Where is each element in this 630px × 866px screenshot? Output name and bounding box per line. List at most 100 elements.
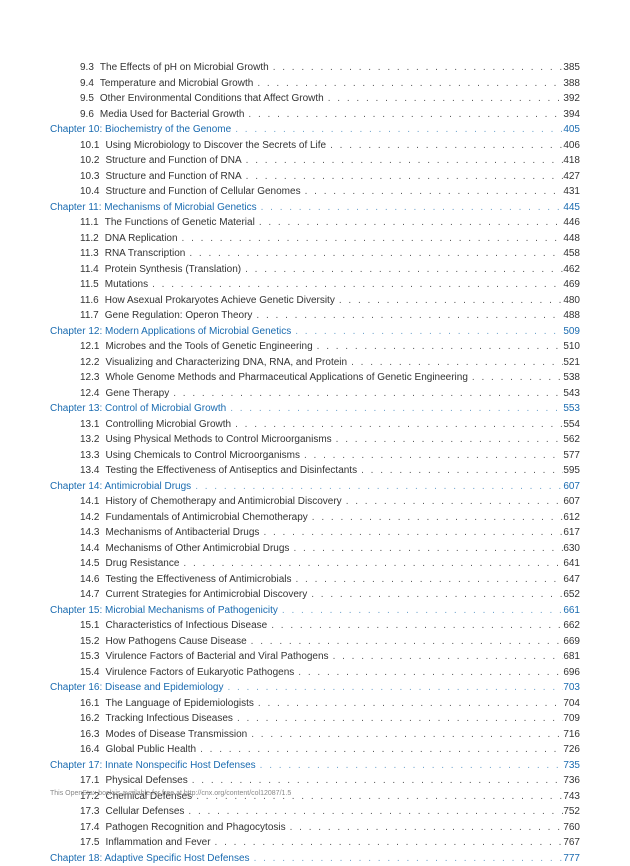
toc-leader-dots	[267, 618, 563, 634]
toc-page-number: 480	[563, 293, 580, 309]
toc-leader-dots	[257, 200, 564, 216]
toc-leader-dots	[289, 541, 563, 557]
toc-leader-dots	[241, 262, 563, 278]
toc-section-number: 12.3	[80, 370, 99, 386]
toc-section-number: 14.2	[80, 510, 99, 526]
toc-section-number: 14.4	[80, 541, 99, 557]
toc-chapter-row[interactable]: Chapter 10: Biochemistry of the Genome 40…	[50, 122, 580, 138]
toc-leader-dots	[179, 556, 563, 572]
toc-label: 16.4Global Public Health	[80, 742, 196, 758]
toc-title: Using Physical Methods to Control Microo…	[105, 434, 331, 445]
toc-label: 15.2How Pathogens Cause Disease	[80, 634, 247, 650]
toc-leader-dots	[196, 742, 563, 758]
toc-section-number: 10.1	[80, 138, 99, 154]
toc-title: Pathogen Recognition and Phagocytosis	[105, 822, 285, 833]
toc-chapter-row[interactable]: Chapter 17: Innate Nonspecific Host Defe…	[50, 758, 580, 774]
toc-label: 14.4Mechanisms of Other Antimicrobial Dr…	[80, 541, 289, 557]
toc-label: 14.5Drug Resistance	[80, 556, 179, 572]
toc-page-number: 703	[563, 680, 580, 696]
toc-page-number: 388	[563, 76, 580, 92]
toc-section-number: 9.6	[80, 107, 94, 123]
toc-section-row: 16.1The Language of Epidemiologists704	[50, 696, 580, 712]
toc-section-number: 10.3	[80, 169, 99, 185]
toc-title: Visualizing and Characterizing DNA, RNA,…	[105, 357, 347, 368]
toc-title: Chapter 14: Antimicrobial Drugs	[50, 481, 191, 492]
toc-page-number: 704	[563, 696, 580, 712]
toc-section-number: 13.4	[80, 463, 99, 479]
toc-label: 14.3Mechanisms of Antibacterial Drugs	[80, 525, 259, 541]
toc-chapter-row[interactable]: Chapter 13: Control of Microbial Growth5…	[50, 401, 580, 417]
toc-page-number: 696	[563, 665, 580, 681]
toc-section-number: 12.2	[80, 355, 99, 371]
toc-leader-dots	[291, 324, 563, 340]
toc-title: Structure and Function of RNA	[105, 171, 241, 182]
toc-section-number: 14.6	[80, 572, 99, 588]
toc-leader-dots	[468, 370, 563, 386]
toc-title: Chapter 15: Microbial Mechanisms of Path…	[50, 605, 278, 616]
toc-leader-dots	[148, 277, 563, 293]
toc-title: Testing the Effectiveness of Antimicrobi…	[105, 574, 291, 585]
toc-label: 17.4 Pathogen Recognition and Phagocytosi…	[80, 820, 286, 836]
toc-section-number: 17.1	[80, 773, 99, 789]
toc-label: 9.6 Media Used for Bacterial Growth	[80, 107, 244, 123]
toc-section-number: 15.4	[80, 665, 99, 681]
toc-title: Inflammation and Fever	[105, 837, 210, 848]
toc-label: Chapter 14: Antimicrobial Drugs	[50, 479, 191, 495]
toc-section-number: 17.4	[80, 820, 99, 836]
toc-page-number: 669	[563, 634, 580, 650]
toc-leader-dots	[332, 432, 564, 448]
toc-chapter-row[interactable]: Chapter 12: Modern Applications of Micro…	[50, 324, 580, 340]
toc-title: Testing the Effectiveness of Antiseptics…	[105, 465, 357, 476]
toc-leader-dots	[184, 804, 563, 820]
toc-page-number: 752	[563, 804, 580, 820]
toc-title: History of Chemotherapy and Antimicrobia…	[105, 496, 341, 507]
toc-section-row: 15.2How Pathogens Cause Disease 669	[50, 634, 580, 650]
toc-page-number: 521	[563, 355, 580, 371]
toc-title: Media Used for Bacterial Growth	[100, 109, 245, 120]
toc-section-number: 10.2	[80, 153, 99, 169]
toc-page-number: 662	[563, 618, 580, 634]
toc-leader-dots	[211, 835, 564, 851]
toc-page-number: 595	[563, 463, 580, 479]
toc-leader-dots	[294, 665, 563, 681]
toc-section-number: 14.7	[80, 587, 99, 603]
toc-leader-dots	[308, 510, 564, 526]
toc-label: Chapter 18: Adaptive Specific Host Defen…	[50, 851, 250, 866]
toc-section-row: 11.3RNA Transcription458	[50, 246, 580, 262]
toc-chapter-row[interactable]: Chapter 15: Microbial Mechanisms of Path…	[50, 603, 580, 619]
toc-chapter-row[interactable]: Chapter 14: Antimicrobial Drugs 607	[50, 479, 580, 495]
toc-label: Chapter 17: Innate Nonspecific Host Defe…	[50, 758, 256, 774]
toc-page-number: 767	[563, 835, 580, 851]
toc-section-row: 9.4Temperature and Microbial Growth388	[50, 76, 580, 92]
toc-section-number: 13.3	[80, 448, 99, 464]
toc-label: Chapter 15: Microbial Mechanisms of Path…	[50, 603, 278, 619]
toc-title: Fundamentals of Antimicrobial Chemothera…	[105, 512, 307, 523]
toc-chapter-row[interactable]: Chapter 16: Disease and Epidemiology703	[50, 680, 580, 696]
toc-page-number: 394	[563, 107, 580, 123]
toc-chapter-row[interactable]: Chapter 18: Adaptive Specific Host Defen…	[50, 851, 580, 866]
toc-title: Using Microbiology to Discover the Secre…	[105, 140, 326, 151]
toc-leader-dots	[326, 138, 563, 154]
toc-chapter-row[interactable]: Chapter 11: Mechanisms of Microbial Gene…	[50, 200, 580, 216]
toc-section-number: 17.3	[80, 804, 99, 820]
toc-leader-dots	[233, 711, 563, 727]
toc-section-row: 11.5Mutations469	[50, 277, 580, 293]
toc-page-number: 617	[563, 525, 580, 541]
toc-page-number: 607	[563, 479, 580, 495]
toc-page-number: 543	[563, 386, 580, 402]
toc-leader-dots	[292, 572, 564, 588]
toc-label: Chapter 13: Control of Microbial Growth	[50, 401, 226, 417]
toc-leader-dots	[185, 246, 563, 262]
toc-page-number: 562	[563, 432, 580, 448]
toc-section-row: 10.2Structure and Function of DNA418	[50, 153, 580, 169]
toc-label: 17.1Physical Defenses	[80, 773, 188, 789]
toc-page-number: 538	[563, 370, 580, 386]
toc-section-row: 13.1Controlling Microbial Growth554	[50, 417, 580, 433]
toc-page-number: 405	[563, 122, 580, 138]
toc-title: Characteristics of Infectious Disease	[105, 620, 267, 631]
toc-title: The Effects of pH on Microbial Growth	[100, 62, 269, 73]
toc-page-number: 446	[563, 215, 580, 231]
toc-label: 13.3Using Chemicals to Control Microorga…	[80, 448, 300, 464]
toc-page-number: 736	[563, 773, 580, 789]
toc-title: Chapter 10: Biochemistry of the Genome	[50, 124, 231, 135]
